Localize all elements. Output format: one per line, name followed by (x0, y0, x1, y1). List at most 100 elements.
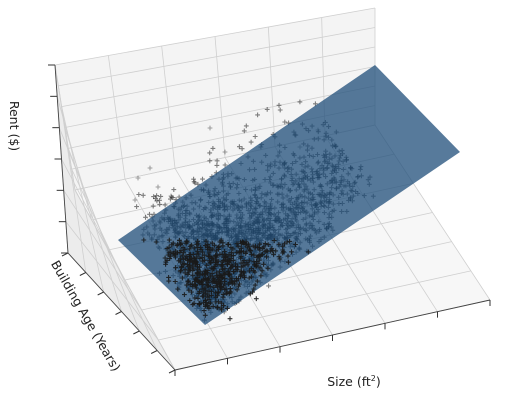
scatter-point (235, 243, 241, 249)
scatter-point (216, 244, 222, 249)
scatter-point (198, 245, 203, 251)
scatter-point (215, 304, 221, 310)
scatter-point (172, 279, 178, 284)
scatter-point (202, 304, 208, 309)
scatter-point (178, 259, 184, 265)
scatter-point (206, 300, 212, 306)
scatter-point (276, 241, 282, 247)
scatter-point (197, 256, 203, 261)
scatter-point (173, 265, 178, 271)
scatter-point (297, 99, 303, 105)
scatter-point (229, 250, 234, 256)
scatter-point (222, 162, 228, 168)
scatter-point (219, 275, 225, 280)
scatter-point (195, 270, 201, 276)
scatter-point (227, 316, 233, 322)
scatter-point (262, 241, 268, 246)
scatter-point (286, 259, 291, 265)
scatter-point (141, 237, 147, 243)
scatter-point (206, 254, 212, 259)
scatter-point (202, 285, 208, 291)
scatter-point (166, 244, 172, 250)
scatter-point (204, 262, 210, 268)
scatter-point (209, 279, 215, 285)
scatter-point (221, 272, 227, 278)
scatter-point (257, 241, 263, 247)
scatter-point (157, 197, 162, 203)
scatter-point (222, 279, 227, 284)
scatter-point (285, 253, 291, 259)
scatter-point (140, 192, 146, 198)
y-tick (97, 291, 104, 296)
scatter-point-outlier (135, 175, 141, 181)
scatter-point (210, 146, 216, 151)
scatter-point (218, 279, 224, 285)
scatter-point (186, 287, 192, 293)
scatter-point (289, 249, 294, 255)
scatter-point (211, 284, 217, 290)
scatter-point-outlier (168, 193, 174, 199)
scatter-point (197, 289, 202, 295)
scatter-point (189, 281, 195, 287)
scatter-point (245, 262, 251, 268)
scatter-point (193, 259, 198, 265)
scatter-point (202, 312, 208, 318)
scatter-point (182, 292, 187, 297)
scatter-point (228, 256, 234, 261)
scatter-point (200, 176, 205, 182)
scatter-point (215, 293, 220, 299)
scatter-point (219, 259, 225, 265)
scatter-point (170, 240, 176, 246)
scatter-point (151, 194, 156, 199)
scatter-point (175, 241, 180, 247)
scatter-point (134, 204, 139, 209)
scatter-point (226, 241, 231, 247)
scatter-point (218, 237, 224, 243)
scatter-point (271, 238, 277, 243)
scatter-point (169, 194, 174, 200)
pane-back (55, 8, 375, 190)
scatter-point (196, 279, 201, 285)
scatter-point-outlier (155, 184, 161, 190)
scatter-point (237, 281, 242, 287)
scatter-point (210, 304, 216, 309)
scatter-point (268, 248, 274, 254)
scatter-point (244, 244, 250, 250)
scatter-point (247, 291, 253, 297)
scatter-point (227, 272, 233, 278)
scatter-point (231, 269, 237, 274)
scatter-point (188, 252, 193, 257)
scatter-point (162, 202, 168, 208)
scatter-point (241, 258, 247, 263)
scatter-point (210, 266, 216, 271)
scatter-point (181, 261, 187, 266)
scatter-point (199, 286, 205, 292)
scatter-point (165, 252, 171, 258)
scatter-point (238, 273, 243, 279)
scatter-point (185, 263, 191, 269)
scatter-point (238, 239, 243, 245)
scatter-point (197, 264, 202, 270)
scatter-point (249, 274, 254, 280)
scatter-point (241, 240, 247, 246)
scatter-point (175, 286, 181, 292)
scatter-point-outlier (207, 125, 213, 131)
scatter-point (223, 290, 229, 296)
y-tick (168, 369, 176, 374)
scatter-point (225, 261, 230, 267)
scatter-point (217, 251, 223, 257)
scatter-point (214, 158, 220, 164)
scatter-point (238, 248, 244, 254)
scatter-point (237, 144, 242, 150)
xlabel: Size (ft2) (327, 374, 381, 389)
scatter-point (251, 286, 257, 292)
scatter-point (234, 250, 240, 255)
scatter-point (203, 268, 208, 274)
scatter-point (185, 279, 191, 285)
scatter-point (255, 112, 260, 118)
scatter-point (213, 253, 218, 258)
scatter-point (209, 273, 215, 279)
scatter-point (246, 258, 252, 264)
scatter-point (206, 288, 212, 294)
